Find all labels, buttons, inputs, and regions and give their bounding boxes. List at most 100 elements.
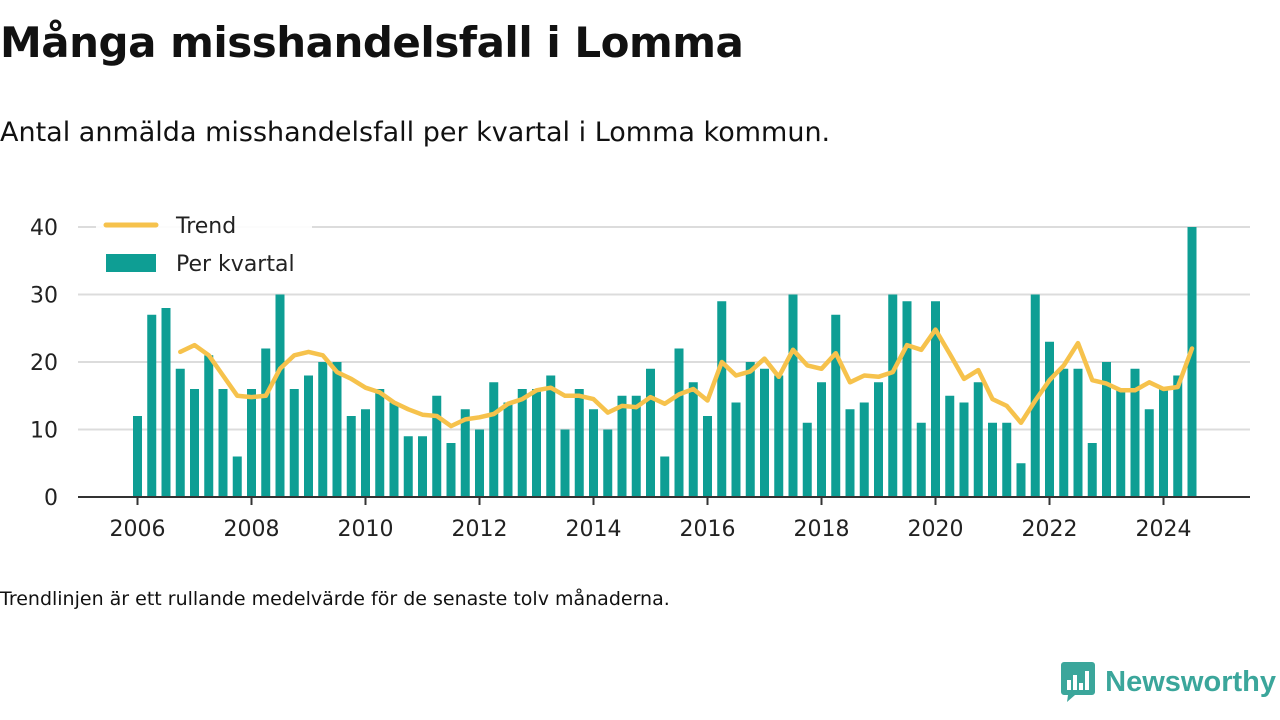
bar bbox=[988, 422, 997, 497]
bar bbox=[617, 395, 627, 497]
bar bbox=[318, 362, 328, 497]
bar bbox=[888, 294, 898, 497]
bar bbox=[731, 402, 741, 497]
bar bbox=[204, 355, 214, 497]
bar bbox=[603, 429, 613, 497]
legend-background bbox=[96, 209, 312, 285]
bar bbox=[874, 382, 883, 497]
bar bbox=[703, 416, 712, 497]
bar bbox=[1002, 422, 1012, 497]
bar bbox=[973, 382, 983, 497]
bar bbox=[959, 402, 969, 497]
bar bbox=[1073, 368, 1083, 497]
bar bbox=[218, 389, 228, 497]
legend: Trend Per kvartal bbox=[96, 209, 312, 285]
bar bbox=[1059, 368, 1069, 497]
x-tick-label: 2022 bbox=[1022, 517, 1078, 542]
chart-subtitle: Antal anmälda misshandelsfall per kvarta… bbox=[0, 117, 831, 148]
bar bbox=[688, 382, 698, 497]
bar-layer bbox=[133, 227, 1197, 497]
y-tick-label: 0 bbox=[44, 486, 58, 511]
x-tick-label: 2012 bbox=[452, 517, 508, 542]
x-tick-label: 2014 bbox=[566, 517, 622, 542]
x-tick-label: 2006 bbox=[110, 517, 166, 542]
bar bbox=[361, 409, 370, 497]
bar bbox=[289, 389, 299, 497]
bar bbox=[190, 389, 199, 497]
bar bbox=[446, 443, 456, 497]
bar bbox=[1144, 409, 1154, 497]
bar bbox=[346, 416, 356, 497]
bar bbox=[831, 314, 841, 497]
bar bbox=[1030, 294, 1040, 497]
legend-label: Trend bbox=[175, 214, 236, 239]
bar bbox=[1187, 227, 1197, 497]
bar bbox=[802, 422, 812, 497]
bar bbox=[532, 389, 541, 497]
bar bbox=[275, 294, 285, 497]
y-tick-label: 40 bbox=[30, 216, 58, 241]
bar bbox=[674, 348, 684, 497]
chart: 0 10 20 30 40 2006 2008 2010 2012 2014 2016 2018 202… bbox=[30, 209, 1250, 542]
x-tick-label: 2016 bbox=[680, 517, 736, 542]
bar bbox=[760, 368, 769, 497]
bar bbox=[859, 402, 869, 497]
brand-logo: Newsworthy bbox=[1061, 662, 1276, 702]
bar bbox=[931, 301, 940, 497]
bar bbox=[546, 375, 556, 497]
bar bbox=[745, 362, 755, 497]
bar bbox=[261, 348, 271, 497]
bar bbox=[660, 456, 670, 497]
bar bbox=[1016, 463, 1026, 497]
trend-line bbox=[178, 327, 1195, 429]
bar bbox=[631, 395, 641, 497]
bar bbox=[1130, 368, 1140, 497]
bar bbox=[902, 301, 912, 497]
bar bbox=[389, 402, 399, 497]
bar bbox=[817, 382, 826, 497]
bar bbox=[332, 362, 342, 497]
x-tick-label: 2024 bbox=[1136, 517, 1192, 542]
legend-label: Per kvartal bbox=[176, 252, 295, 277]
bar bbox=[432, 395, 442, 497]
bar bbox=[916, 422, 926, 497]
bar bbox=[1087, 443, 1097, 497]
y-tick-label: 10 bbox=[30, 419, 58, 444]
chart-title: Många misshandelsfall i Lomma bbox=[0, 18, 744, 67]
bar bbox=[589, 409, 598, 497]
brand-name: Newsworthy bbox=[1105, 665, 1276, 698]
bar bbox=[1102, 362, 1111, 497]
bar bbox=[503, 402, 513, 497]
bar bbox=[375, 389, 385, 497]
bar bbox=[418, 436, 427, 497]
bar bbox=[403, 436, 413, 497]
x-tick-label: 2020 bbox=[908, 517, 964, 542]
line-layer bbox=[178, 327, 1195, 429]
bar bbox=[646, 368, 655, 497]
bar bbox=[460, 409, 470, 497]
bar bbox=[717, 301, 727, 497]
axis-layer: 0 10 20 30 40 2006 2008 2010 2012 2014 2016 2018 202… bbox=[30, 216, 1250, 542]
bar bbox=[1159, 389, 1168, 497]
bar bbox=[489, 382, 499, 497]
x-tick-label: 2008 bbox=[224, 517, 280, 542]
x-tick-label: 2018 bbox=[794, 517, 850, 542]
bar bbox=[175, 368, 185, 497]
bar bbox=[560, 429, 570, 497]
bar bbox=[304, 375, 313, 497]
y-tick-label: 30 bbox=[30, 284, 58, 309]
bar bbox=[232, 456, 242, 497]
bar bbox=[788, 294, 798, 497]
bar bbox=[774, 375, 784, 497]
bar bbox=[147, 314, 157, 497]
y-tick-label: 20 bbox=[30, 351, 58, 376]
footnote: Trendlinjen är ett rullande medelvärde f… bbox=[0, 588, 670, 610]
bar bbox=[945, 395, 955, 497]
bar-chart-icon bbox=[1061, 662, 1096, 702]
x-tick-label: 2010 bbox=[338, 517, 394, 542]
bar bbox=[1045, 341, 1054, 497]
bar bbox=[133, 416, 142, 497]
bar bbox=[475, 429, 484, 497]
bar bbox=[574, 389, 584, 497]
bar bbox=[517, 389, 527, 497]
